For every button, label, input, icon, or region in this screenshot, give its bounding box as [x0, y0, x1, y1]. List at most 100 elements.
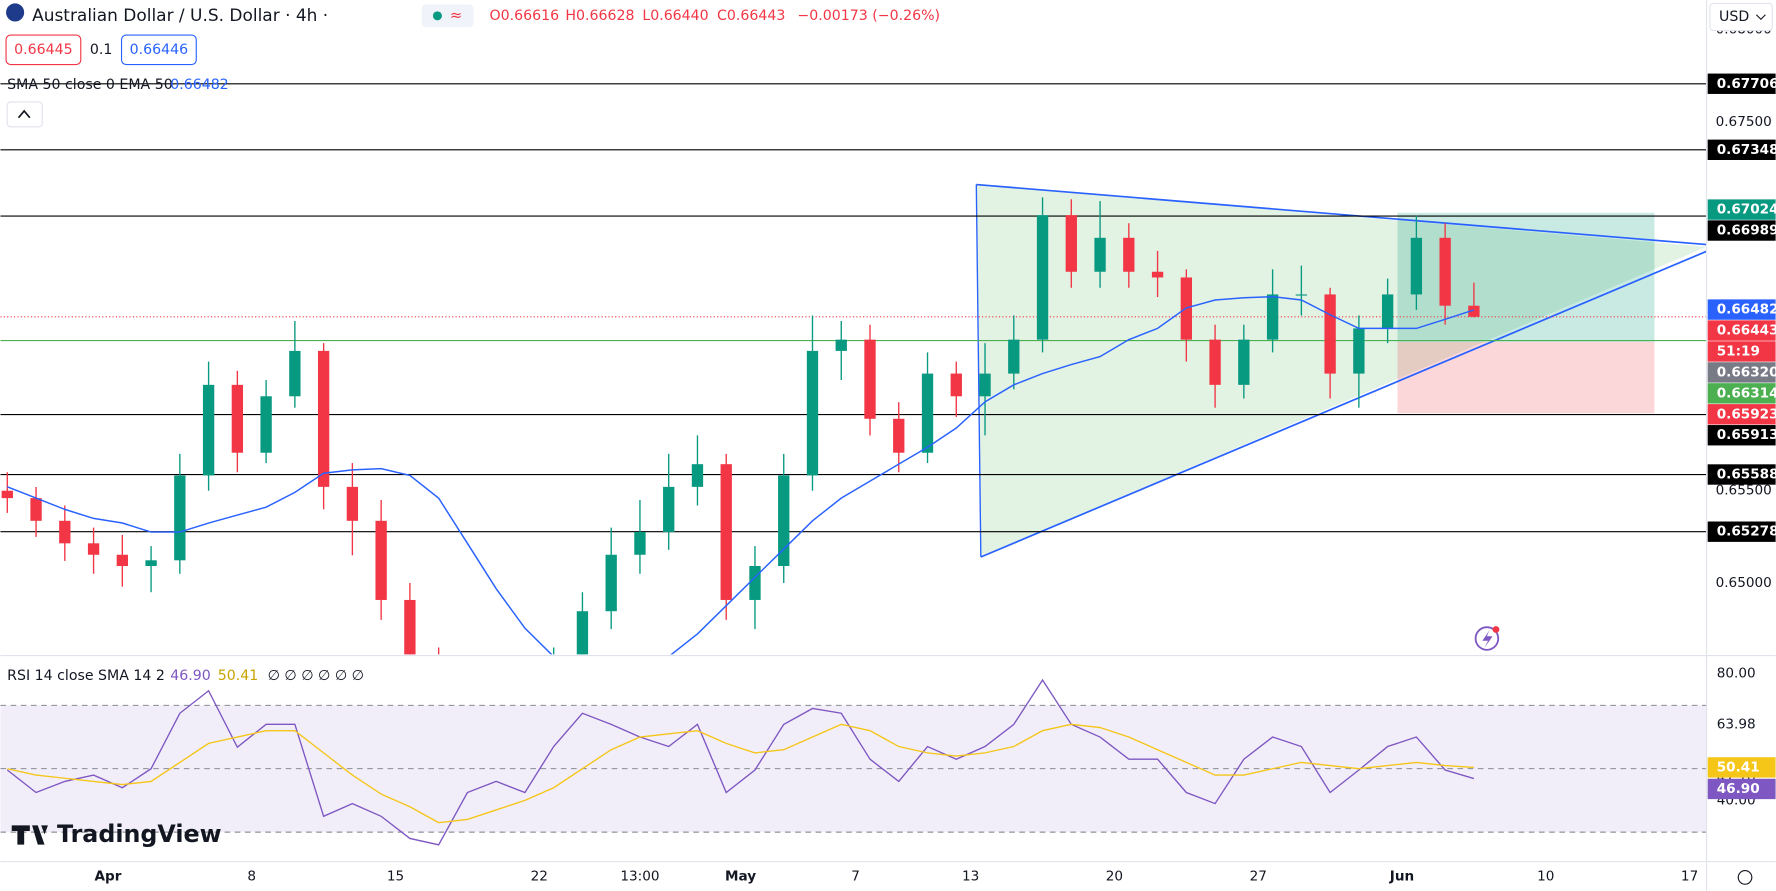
candle-body	[433, 668, 444, 702]
ohlc-change: −0.00173 (−0.26%)	[797, 8, 940, 24]
candle-body	[1324, 294, 1336, 374]
rsi-tick-label: 63.98	[1717, 716, 1756, 732]
buy-price[interactable]: 0.66446	[130, 42, 188, 58]
sell-price[interactable]: 0.66445	[14, 42, 72, 58]
price-tag-label: 0.66443	[1717, 323, 1776, 339]
candle-body	[634, 532, 646, 555]
ohlc-low: L0.66440	[642, 8, 708, 24]
candle-body	[1, 490, 13, 499]
alert-icon[interactable]	[1474, 626, 1500, 651]
price-tag-label: 50.41	[1717, 759, 1760, 775]
x-tick-label: 13:00	[620, 868, 659, 884]
x-tick-label: 7	[851, 868, 860, 884]
candle-body	[346, 486, 359, 521]
candle-body	[1266, 294, 1279, 340]
candle-body	[30, 498, 42, 521]
price-tag	[1707, 139, 1776, 160]
price-tag-label: 0.65913	[1717, 427, 1776, 443]
candle-body	[1209, 339, 1221, 385]
y-tick-label: 0.65500	[1716, 483, 1772, 499]
candle-body	[174, 475, 186, 561]
price-tag-label: 0.65278	[1717, 524, 1776, 540]
candle-body	[202, 384, 215, 476]
price-tag	[1707, 464, 1776, 485]
collapse-button[interactable]	[6, 101, 43, 128]
price-tag	[1707, 425, 1776, 446]
candle-body	[1353, 328, 1365, 374]
x-tick-label: 20	[1106, 868, 1123, 884]
price-pane	[0, 83, 1707, 702]
price-tag-label: 0.66482	[1717, 302, 1776, 318]
candle-body	[289, 350, 301, 397]
price-tag-label: 0.66989	[1717, 223, 1776, 239]
symbol-title: Australian Dollar / U.S. Dollar · 4h ·	[32, 6, 328, 26]
ohlc-close: C0.66443	[717, 8, 785, 24]
candle-body	[231, 384, 244, 453]
ohlc-open: O0.66616	[489, 8, 559, 24]
logo-text: TradingView	[57, 820, 222, 848]
price-tag	[1707, 299, 1776, 320]
candle-body	[1008, 339, 1020, 374]
candle-body	[749, 566, 761, 600]
alert-bolt	[1482, 630, 1493, 648]
price-tag	[1707, 73, 1776, 94]
candle-body	[317, 350, 330, 487]
candle-body	[864, 339, 876, 419]
rsi-pane	[0, 678, 1707, 846]
candle-body	[1439, 237, 1451, 306]
candle-body	[519, 679, 530, 690]
lower-trendline	[980, 250, 1707, 558]
candle-body	[778, 475, 790, 567]
candle-body	[835, 339, 847, 351]
logo-mark	[11, 825, 48, 845]
candle-body	[691, 464, 704, 487]
currency[interactable]: USD	[1719, 9, 1749, 25]
upper-trendline	[976, 183, 1707, 246]
x-tick-label: Jun	[1389, 868, 1414, 884]
x-tick-label: 17	[1681, 868, 1698, 884]
price-tag-label: 0.66314	[1717, 385, 1776, 401]
price-tag	[1707, 521, 1776, 542]
candle-body	[979, 373, 991, 397]
candle-body	[1410, 237, 1423, 295]
candle-body	[1094, 237, 1106, 272]
status-badge	[421, 4, 474, 28]
candle-body	[806, 350, 819, 476]
sell-button[interactable]	[5, 34, 82, 66]
price-tag	[1707, 404, 1776, 425]
candle-body	[1295, 294, 1308, 296]
currency-caret	[1755, 14, 1766, 21]
x-tick-label: 27	[1250, 868, 1267, 884]
candle-body	[921, 373, 934, 453]
flag-icon	[6, 3, 25, 22]
price-tag-label: 0.66320	[1717, 364, 1776, 380]
candle-body	[605, 554, 617, 612]
price-tag	[1707, 362, 1776, 383]
candle-body	[950, 373, 962, 397]
buy-button[interactable]	[120, 34, 197, 66]
candle-body	[1381, 294, 1394, 329]
legend: Australian Dollar / U.S. Dollar · 4h · ≈…	[5, 2, 1773, 885]
candle-body	[1238, 339, 1250, 385]
collapse-icon	[17, 109, 31, 119]
candle-body	[1065, 215, 1077, 272]
rsi-signal-legend-value: 50.41	[218, 668, 258, 684]
ohlc-high: H0.66628	[565, 8, 634, 24]
delay-icon: ≈	[450, 7, 462, 24]
candle-body	[1468, 305, 1480, 317]
price-tag-label: 0.65588	[1717, 467, 1776, 483]
alert-dot	[1492, 626, 1500, 633]
candle-body	[663, 486, 675, 533]
ema-line	[7, 295, 1475, 655]
settings-icon[interactable]	[1737, 870, 1753, 885]
price-tag	[1707, 778, 1776, 800]
price-tag	[1707, 383, 1776, 404]
x-tick-label: 10	[1537, 868, 1554, 884]
ema-legend: SMA 50 close 0 EMA 50	[7, 77, 173, 93]
candle-body	[87, 543, 100, 555]
price-tag-label: 0.67706	[1717, 76, 1776, 92]
price-tag-label: 0.67348	[1717, 142, 1776, 158]
rsi-legend-value: 46.90	[170, 668, 210, 684]
currency-button[interactable]	[1709, 2, 1773, 32]
